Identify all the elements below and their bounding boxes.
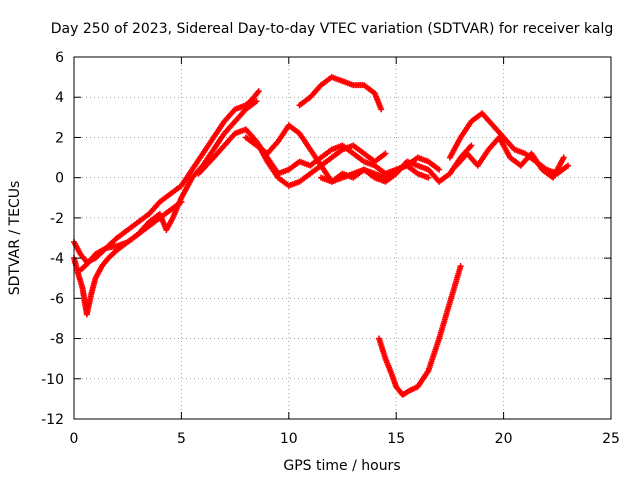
series-sat-f — [255, 142, 389, 189]
y-axis-title: SDTVAR / TECUs — [7, 181, 23, 296]
chart-title: Day 250 of 2023, Sidereal Day-to-day VTE… — [51, 21, 613, 37]
y-tick-label: -12 — [41, 412, 64, 428]
y-tick-label: 4 — [55, 90, 64, 106]
x-tick-label: 20 — [495, 431, 513, 447]
y-tick-label: 2 — [55, 130, 64, 146]
y-tick-label: -2 — [50, 211, 64, 227]
data-point — [253, 98, 260, 105]
x-tick-label: 10 — [280, 431, 298, 447]
data-point — [382, 150, 389, 157]
series-sat-j — [446, 110, 572, 177]
y-tick-label: -4 — [50, 251, 64, 267]
data-point — [425, 174, 432, 181]
series-sat-k — [453, 134, 567, 181]
y-tick-label: -8 — [50, 332, 64, 348]
y-tick-label: 0 — [55, 171, 64, 187]
x-tick-label: 5 — [177, 431, 186, 447]
data-point — [560, 154, 567, 161]
data-marks — [71, 74, 572, 398]
y-tick-label: 6 — [55, 50, 64, 66]
x-tick-label: 15 — [387, 431, 405, 447]
series-sat-c — [77, 98, 260, 274]
x-axis-title: GPS time / hours — [283, 458, 400, 474]
data-point — [255, 88, 262, 95]
data-point — [565, 162, 572, 169]
plot-frame — [73, 56, 612, 420]
series-sat-b — [71, 198, 185, 318]
x-tick-label: 0 — [70, 431, 79, 447]
grid — [74, 57, 611, 419]
series-sat-a — [71, 88, 262, 266]
x-tick-label: 25 — [602, 431, 620, 447]
series-sat-h — [296, 74, 385, 113]
data-point — [378, 106, 385, 113]
axis-ticks: 0 5 10 15 20 25 -12 -10 -8 -6 -4 -2 0 2 4 6 — [41, 50, 620, 447]
data-point — [436, 166, 443, 173]
y-tick-label: -10 — [41, 372, 64, 388]
data-point — [457, 263, 464, 270]
data-point — [468, 142, 475, 149]
series-sat-g — [318, 162, 432, 185]
y-tick-label: -6 — [50, 291, 64, 307]
series-sat-i — [376, 263, 464, 398]
